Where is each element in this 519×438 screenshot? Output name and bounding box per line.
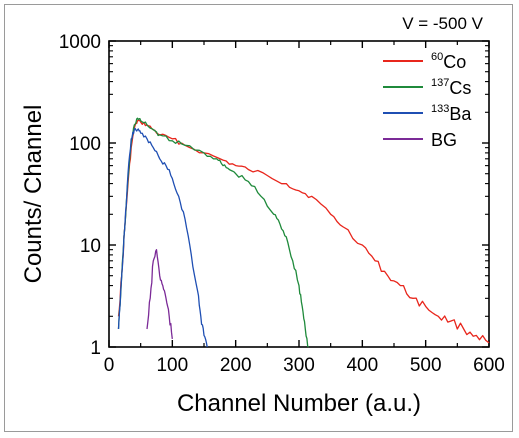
legend-label-cs: 137Cs [431, 77, 471, 98]
legend-series-name: Co [443, 52, 466, 72]
series-line-co [117, 119, 490, 344]
chart-frame: 0 100 200 300 400 500 600 1 10 100 1000 V = -500 V… [4, 4, 513, 432]
legend-label-bg: BG [431, 130, 457, 150]
series-layer [117, 117, 490, 348]
legend-series-name: Cs [449, 78, 471, 98]
legend-isotope-mass: 133 [431, 103, 449, 115]
x-tick-label: 0 [104, 355, 115, 376]
voltage-annotation: V = -500 V [402, 14, 483, 33]
y-axis-label: Counts/ Channel [20, 105, 47, 284]
y-tick-label: 1 [90, 338, 101, 359]
text-layer: V = -500 V Channel Number (a.u.) Counts/… [20, 14, 484, 417]
spectrum-chart: 0 100 200 300 400 500 600 1 10 100 1000 V = -500 V… [20, 14, 505, 417]
legend-series-name: Ba [449, 104, 472, 124]
x-tick-label: 300 [283, 355, 315, 376]
legend-isotope-mass: 137 [431, 77, 449, 89]
y-tick-label: 100 [69, 134, 101, 155]
x-tick-label: 100 [156, 355, 188, 376]
x-tick-label: 400 [346, 355, 378, 376]
x-tick-label: 200 [220, 355, 252, 376]
y-tick-label: 1000 [59, 32, 101, 53]
legend-label-ba: 133Ba [431, 103, 472, 124]
axes-layer: 0 100 200 300 400 500 600 1 10 100 1000 [59, 32, 505, 376]
series-line-cs [117, 117, 309, 348]
x-tick-label: 500 [410, 355, 442, 376]
y-tick-label: 10 [80, 236, 101, 257]
legend-label-co: 60Co [431, 51, 466, 72]
series-line-bg [146, 249, 173, 339]
x-tick-label: 600 [473, 355, 505, 376]
series-line-ba [117, 127, 208, 348]
x-axis-label: Channel Number (a.u.) [177, 390, 421, 417]
legend-isotope-mass: 60 [431, 51, 443, 63]
